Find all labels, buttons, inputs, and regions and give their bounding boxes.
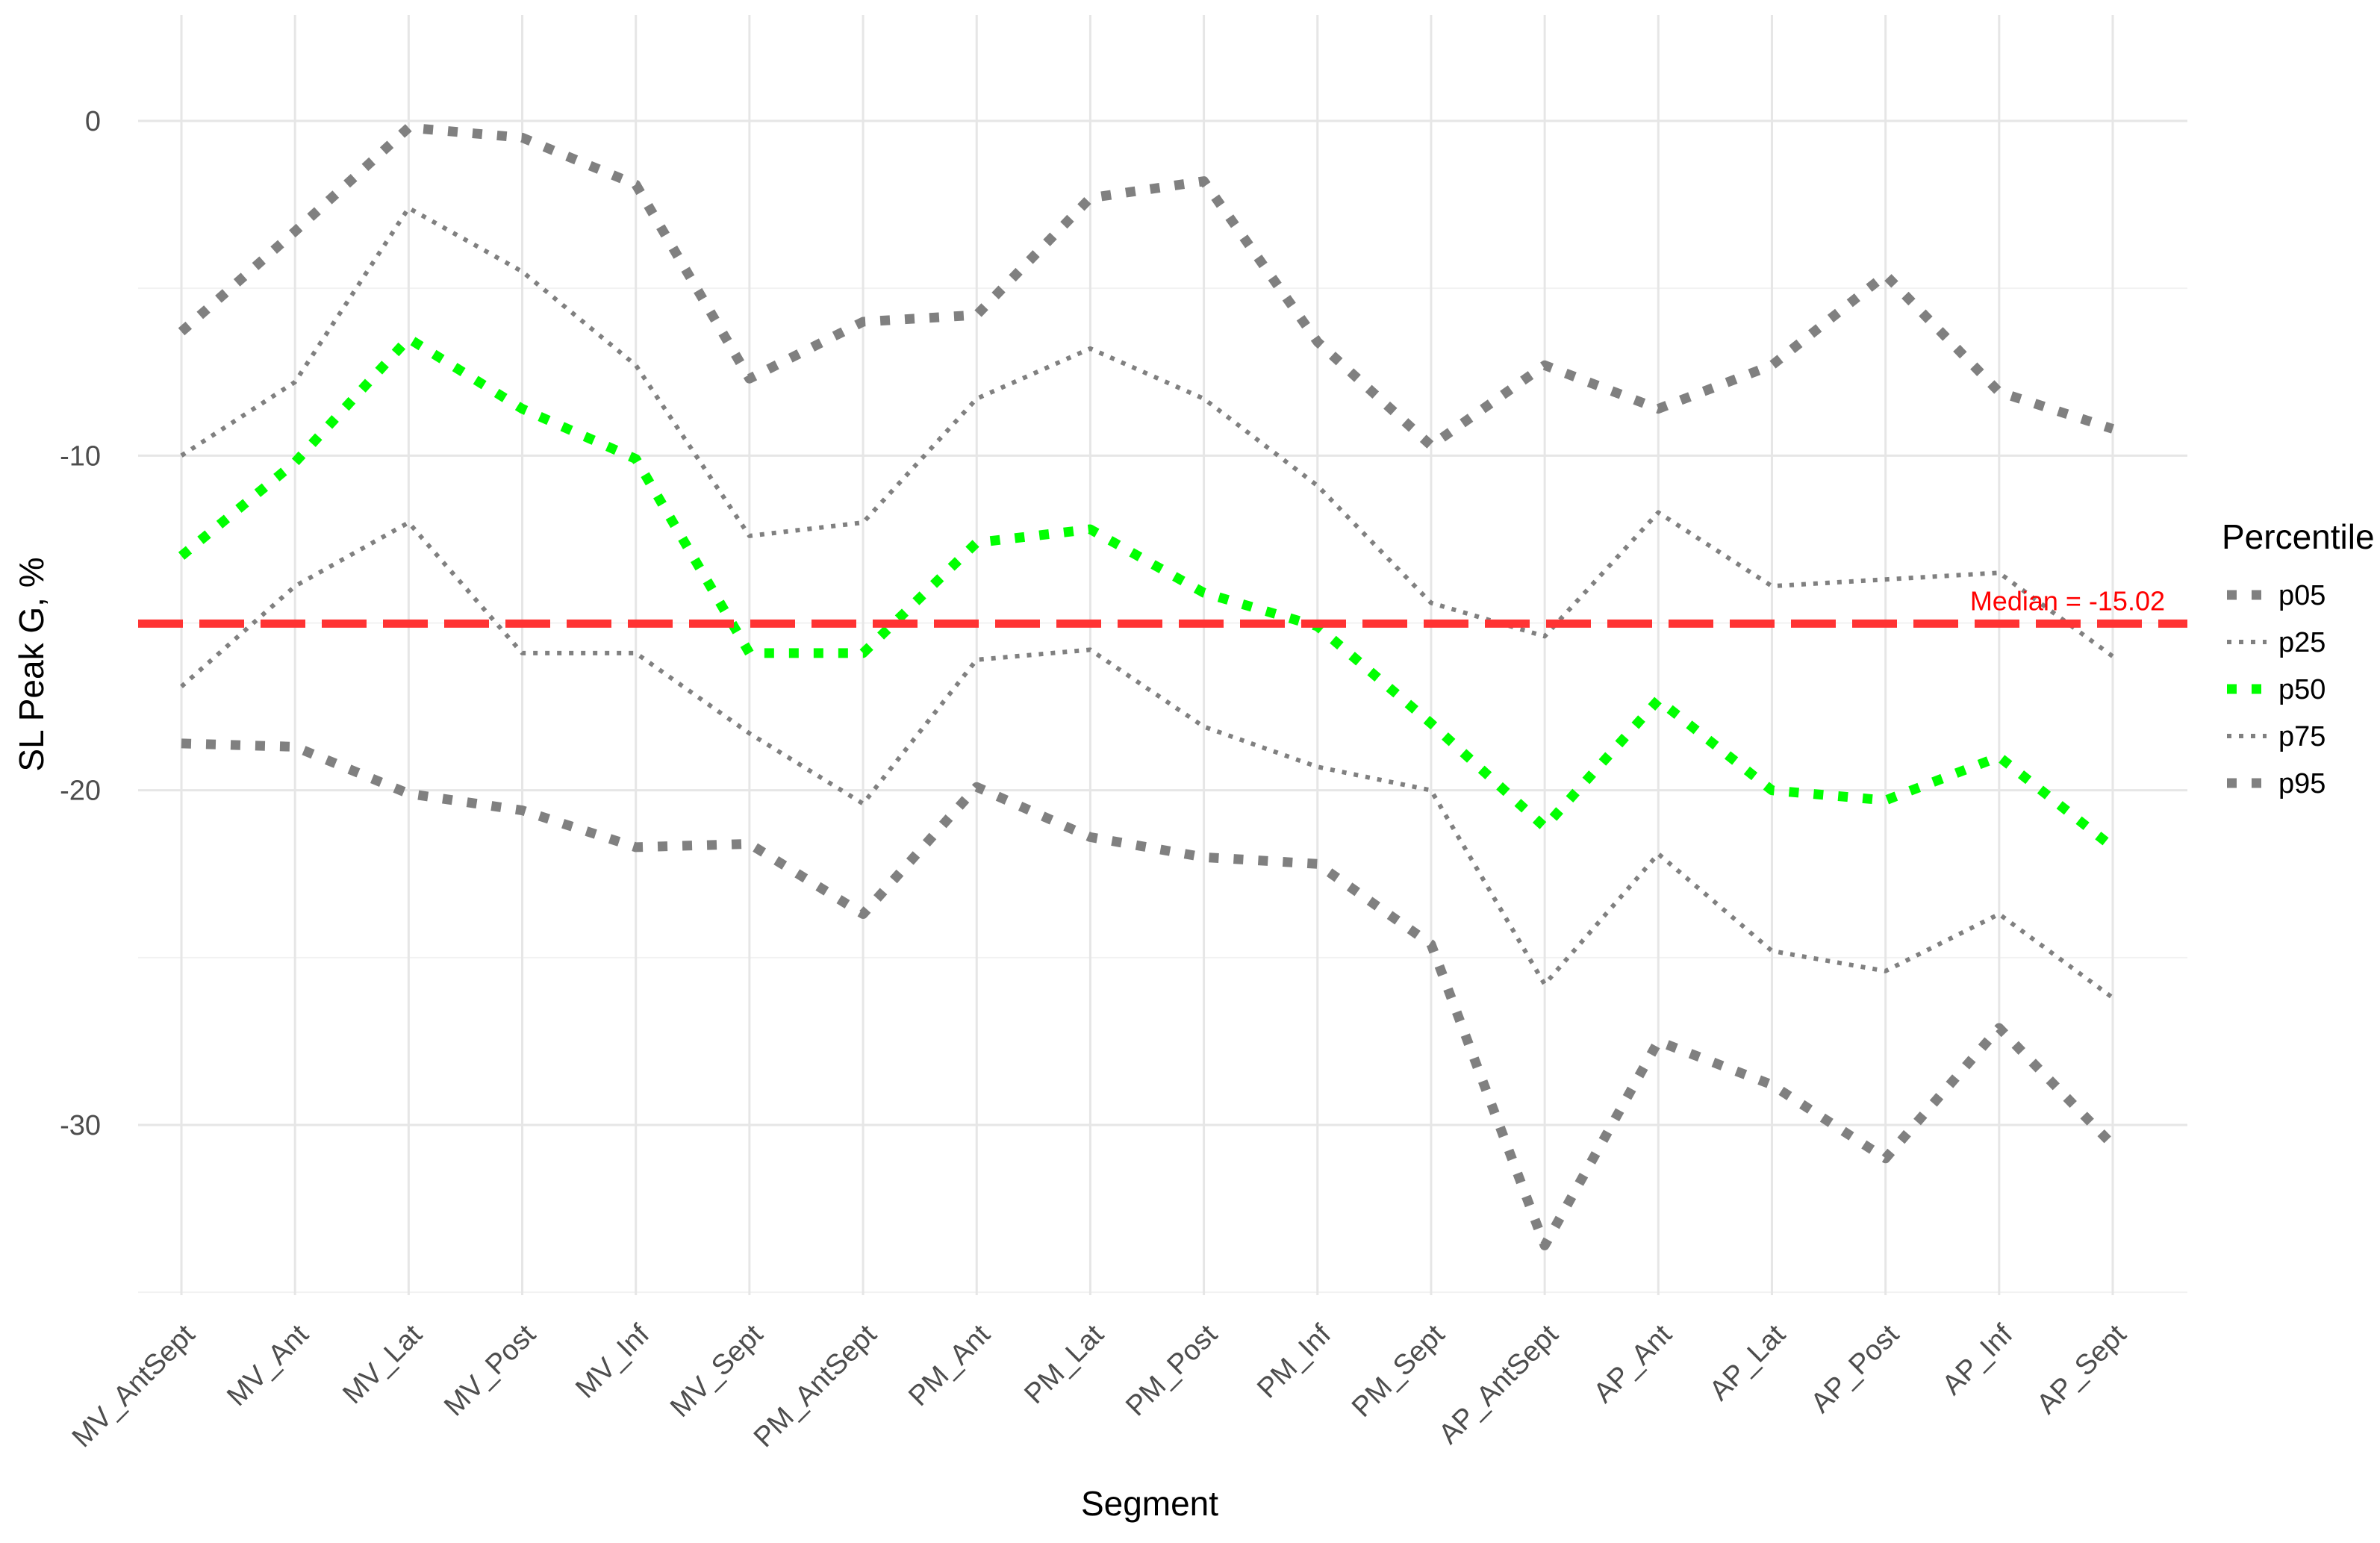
y-tick-label: -10 (60, 440, 101, 472)
series-line-p75 (180, 205, 2114, 658)
x-tick-label: AP_Post (1805, 1318, 1906, 1419)
x-tick-label: AP_Lat (1704, 1318, 1792, 1406)
x-tick-label: MV_Sept (664, 1318, 770, 1424)
median-label: Median = -15.02 (1970, 585, 2165, 616)
x-tick-label: MV_Inf (570, 1318, 655, 1404)
x-axis-ticks: MV_AntSept MV_Ant MV_Lat MV_Post MV_Inf MV_Se… (66, 1318, 2133, 1453)
x-tick-label: PM_Inf (1251, 1318, 1337, 1404)
legend-label-p95: p95 (2278, 768, 2326, 799)
legend-label-p05: p05 (2278, 580, 2326, 611)
x-tick-label: PM_Post (1120, 1318, 1224, 1422)
x-tick-label: MV_AntSept (66, 1318, 202, 1453)
legend-label-p25: p25 (2278, 627, 2326, 658)
gridlines (138, 15, 2187, 1295)
series-line-p95 (178, 122, 2115, 451)
x-axis-title: Segment (1081, 1484, 1218, 1523)
y-tick-label: -20 (60, 776, 101, 807)
legend: Percentile p05 p25 p50 p75 p95 (2222, 517, 2375, 799)
x-tick-label: AP_Sept (2031, 1318, 2133, 1420)
legend-title: Percentile (2222, 517, 2375, 556)
series-line-p50 (178, 333, 2116, 851)
x-tick-label: PM_Lat (1018, 1318, 1110, 1410)
y-tick-label: -30 (60, 1110, 101, 1141)
x-tick-label: AP_Inf (1937, 1318, 2019, 1401)
series-line-p25 (180, 520, 2114, 1000)
x-tick-label: PM_Ant (903, 1318, 997, 1412)
x-tick-label: MV_Lat (337, 1318, 429, 1410)
y-axis-ticks: 0 -10 -20 -30 (60, 106, 101, 1141)
data-series (178, 122, 2116, 1250)
series-line-p05 (181, 738, 2116, 1250)
x-tick-label: AP_AntSept (1433, 1318, 1564, 1450)
x-tick-label: AP_Ant (1588, 1318, 1678, 1409)
legend-label-p75: p75 (2278, 721, 2326, 752)
x-tick-label: PM_AntSept (748, 1318, 883, 1453)
x-tick-label: MV_Post (438, 1318, 542, 1422)
y-tick-label: 0 (85, 106, 101, 137)
legend-label-p50: p50 (2278, 674, 2326, 705)
x-tick-label: MV_Ant (221, 1318, 315, 1412)
x-tick-label: PM_Sept (1346, 1318, 1451, 1424)
legend-items: p05 p25 p50 p75 p95 (2227, 580, 2326, 799)
y-axis-title: SL Peak G, % (12, 557, 51, 771)
